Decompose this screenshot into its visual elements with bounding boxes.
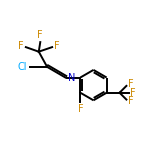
Text: F: F bbox=[128, 79, 134, 89]
Text: F: F bbox=[78, 104, 83, 114]
Text: F: F bbox=[130, 88, 136, 98]
Text: Cl: Cl bbox=[17, 62, 27, 72]
Text: F: F bbox=[18, 41, 24, 51]
Text: F: F bbox=[128, 96, 134, 106]
Text: F: F bbox=[54, 41, 60, 51]
Text: F: F bbox=[37, 30, 43, 40]
Text: N: N bbox=[68, 73, 75, 83]
